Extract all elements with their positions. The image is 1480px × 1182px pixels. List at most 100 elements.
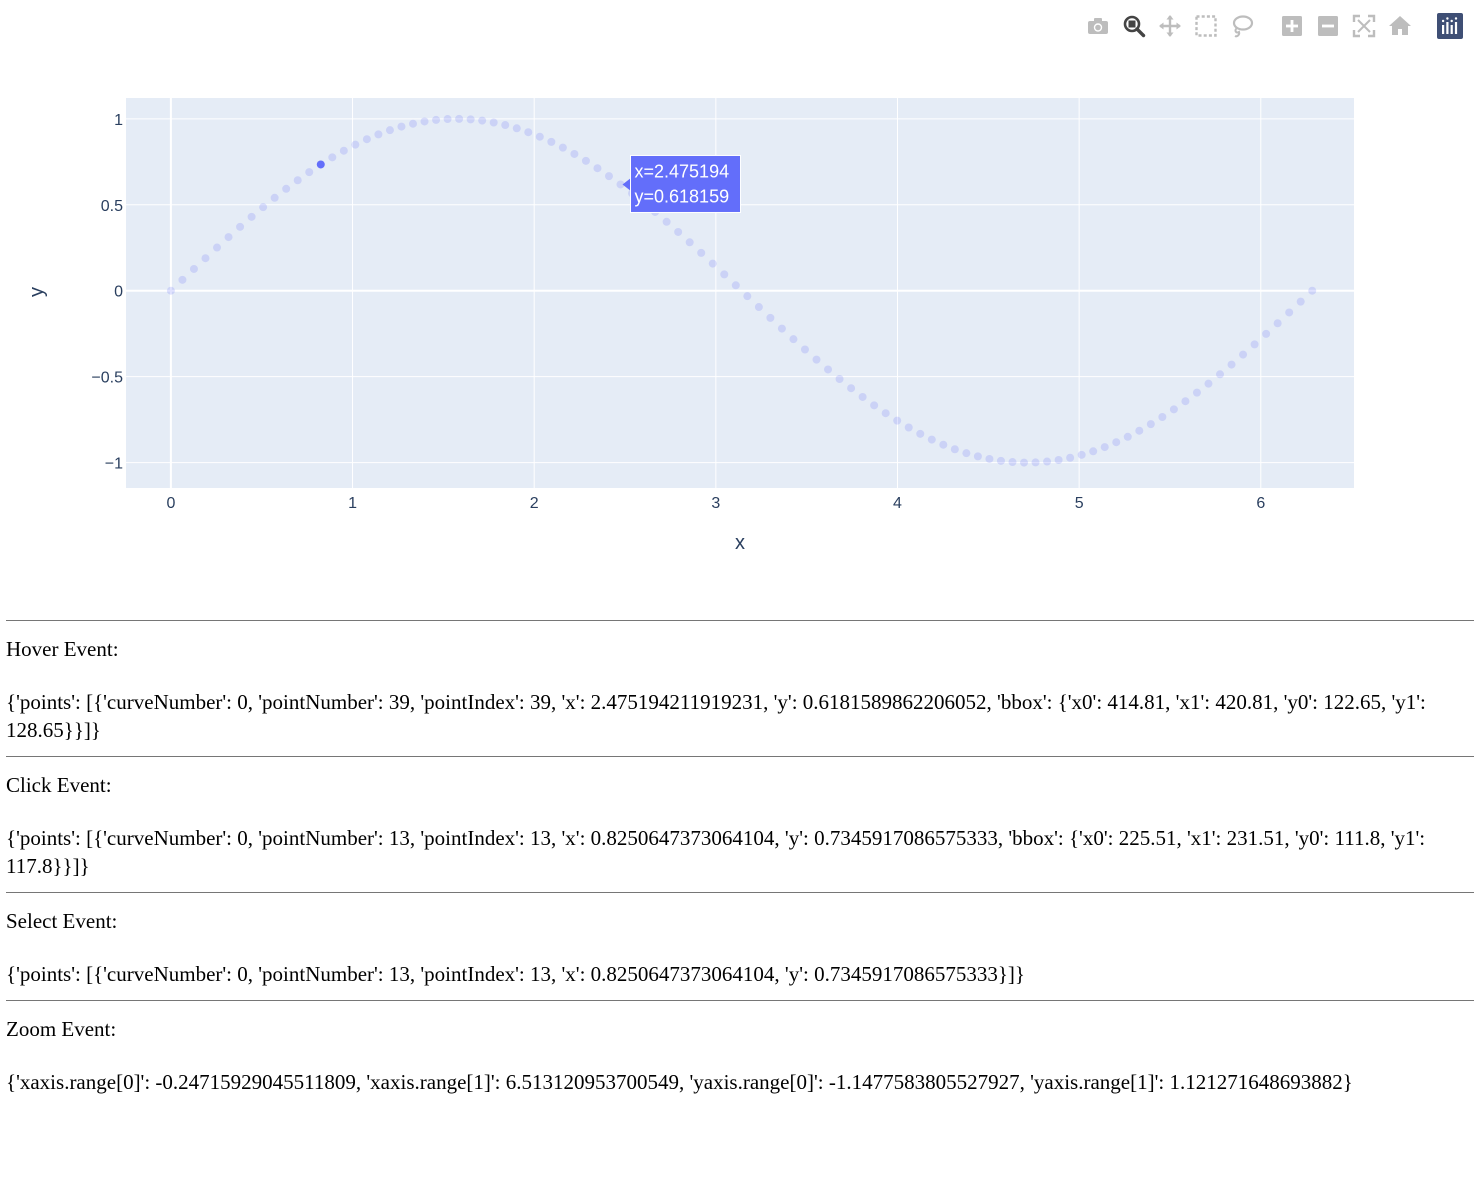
data-point[interactable]: [512, 124, 521, 133]
data-point[interactable]: [1100, 443, 1109, 452]
data-point[interactable]: [1308, 286, 1317, 295]
data-point[interactable]: [973, 452, 982, 461]
data-point[interactable]: [1204, 379, 1213, 388]
data-point[interactable]: [1043, 457, 1052, 466]
data-point[interactable]: [362, 135, 371, 144]
reset-axes-button[interactable]: [1382, 10, 1418, 42]
data-point[interactable]: [835, 375, 844, 384]
data-point[interactable]: [593, 164, 602, 173]
zoom-in-button[interactable]: [1274, 10, 1310, 42]
data-point[interactable]: [293, 176, 302, 185]
data-point[interactable]: [282, 184, 291, 193]
data-point[interactable]: [1020, 458, 1029, 467]
data-point[interactable]: [1008, 458, 1017, 467]
data-point[interactable]: [1273, 319, 1282, 328]
data-point[interactable]: [743, 292, 752, 301]
data-point[interactable]: [1192, 388, 1201, 397]
data-point[interactable]: [1135, 426, 1144, 435]
data-point[interactable]: [339, 146, 348, 155]
data-point[interactable]: [1146, 420, 1155, 429]
data-point[interactable]: [812, 355, 821, 364]
data-point[interactable]: [1077, 450, 1086, 459]
selected-point[interactable]: [316, 160, 325, 169]
data-point[interactable]: [847, 384, 856, 393]
data-point[interactable]: [1054, 455, 1063, 464]
data-point[interactable]: [731, 281, 740, 290]
data-point[interactable]: [374, 130, 383, 139]
data-point[interactable]: [720, 270, 729, 279]
data-point[interactable]: [1066, 453, 1075, 462]
data-point[interactable]: [189, 264, 198, 273]
data-point[interactable]: [1089, 447, 1098, 456]
download-plot-button[interactable]: [1080, 10, 1116, 42]
data-point[interactable]: [927, 435, 936, 444]
pan-button[interactable]: [1152, 10, 1188, 42]
data-point[interactable]: [443, 115, 452, 124]
data-point[interactable]: [697, 248, 706, 257]
data-point[interactable]: [409, 119, 417, 128]
data-point[interactable]: [558, 143, 567, 152]
data-point[interactable]: [939, 440, 948, 449]
data-point[interactable]: [1285, 308, 1294, 317]
data-point[interactable]: [178, 275, 187, 284]
data-point[interactable]: [904, 423, 913, 432]
data-point[interactable]: [1031, 458, 1040, 467]
data-point[interactable]: [1112, 438, 1121, 447]
data-point[interactable]: [789, 335, 798, 344]
data-point[interactable]: [777, 324, 786, 333]
data-point[interactable]: [604, 172, 613, 181]
data-point[interactable]: [201, 254, 210, 263]
data-point[interactable]: [754, 303, 763, 312]
autoscale-button[interactable]: [1346, 10, 1382, 42]
box-select-button[interactable]: [1188, 10, 1224, 42]
data-point[interactable]: [351, 140, 360, 149]
data-point[interactable]: [397, 122, 406, 131]
data-point[interactable]: [236, 222, 245, 231]
data-point[interactable]: [570, 149, 579, 158]
zoom-out-button[interactable]: [1310, 10, 1346, 42]
data-point[interactable]: [996, 456, 1005, 465]
data-point[interactable]: [800, 345, 809, 354]
zoom-button[interactable]: [1116, 10, 1152, 42]
data-point[interactable]: [1123, 432, 1132, 441]
data-point[interactable]: [247, 212, 256, 221]
data-point[interactable]: [270, 193, 279, 202]
data-point[interactable]: [432, 115, 441, 124]
data-point[interactable]: [685, 238, 694, 247]
data-point[interactable]: [305, 168, 314, 177]
data-point[interactable]: [893, 416, 902, 425]
data-point[interactable]: [1296, 297, 1305, 306]
data-point[interactable]: [824, 365, 833, 374]
data-point[interactable]: [489, 118, 498, 127]
data-point[interactable]: [213, 243, 222, 252]
data-point[interactable]: [985, 454, 994, 463]
scatter-plot[interactable]: 0 1 2 3 4 5 6 1 0.5 0 −0.5 −1 x y x=2.475194 y=0.61…: [0, 0, 1480, 600]
data-point[interactable]: [466, 115, 475, 124]
lasso-select-button[interactable]: [1224, 10, 1260, 42]
data-point[interactable]: [224, 233, 233, 242]
data-point[interactable]: [1181, 397, 1190, 406]
data-point[interactable]: [616, 180, 625, 189]
data-point[interactable]: [1216, 370, 1224, 379]
data-point[interactable]: [478, 116, 487, 125]
data-point[interactable]: [1262, 329, 1271, 338]
data-point[interactable]: [455, 114, 464, 123]
data-point[interactable]: [547, 137, 556, 146]
data-point[interactable]: [1227, 360, 1236, 369]
data-point[interactable]: [1239, 350, 1248, 359]
data-point[interactable]: [581, 156, 590, 165]
data-point[interactable]: [420, 117, 429, 126]
data-point[interactable]: [259, 203, 268, 212]
data-point[interactable]: [1158, 412, 1167, 421]
data-point[interactable]: [962, 449, 971, 458]
data-point[interactable]: [766, 313, 775, 322]
data-point[interactable]: [662, 217, 671, 226]
data-point[interactable]: [524, 128, 533, 137]
data-point[interactable]: [881, 409, 890, 418]
data-point[interactable]: [674, 227, 683, 236]
data-point[interactable]: [916, 429, 925, 438]
data-point[interactable]: [870, 401, 879, 410]
data-point[interactable]: [535, 132, 544, 141]
data-point[interactable]: [708, 259, 717, 268]
data-point[interactable]: [166, 286, 175, 295]
